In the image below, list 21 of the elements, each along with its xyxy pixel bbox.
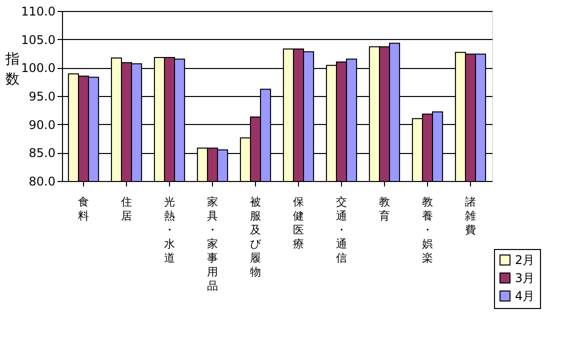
x-tick-label: 食料	[78, 196, 89, 222]
legend-label: 2月	[515, 253, 535, 267]
x-tick-label: 交通・通信	[336, 196, 347, 264]
y-axis-title: 指数	[4, 52, 20, 88]
x-tick-label: 教育	[379, 196, 390, 222]
y-tick-label: 80.0	[28, 174, 56, 188]
x-tick-label: 住居	[121, 196, 132, 222]
y-tick-label: 90.0	[28, 118, 56, 132]
legend-label: 3月	[515, 271, 535, 285]
x-tick-label: 家具・家事用品	[207, 196, 218, 292]
x-tick-label: 保健医療	[293, 196, 304, 250]
y-tick-label: 105.0	[21, 32, 56, 47]
x-tick-label: 被服及び履物	[250, 196, 262, 278]
y-tick-label: 85.0	[28, 146, 56, 160]
y-tick-label: 100.0	[21, 61, 56, 76]
x-tick-label: 諸雑費	[465, 196, 476, 236]
legend-label: 4月	[515, 289, 535, 303]
x-tick-label: 教養・娯楽	[422, 196, 433, 264]
y-tick-label: 110.0	[21, 4, 56, 18]
y-tick-label: 95.0	[28, 90, 56, 104]
x-tick-label: 光熱・水道	[164, 196, 175, 264]
